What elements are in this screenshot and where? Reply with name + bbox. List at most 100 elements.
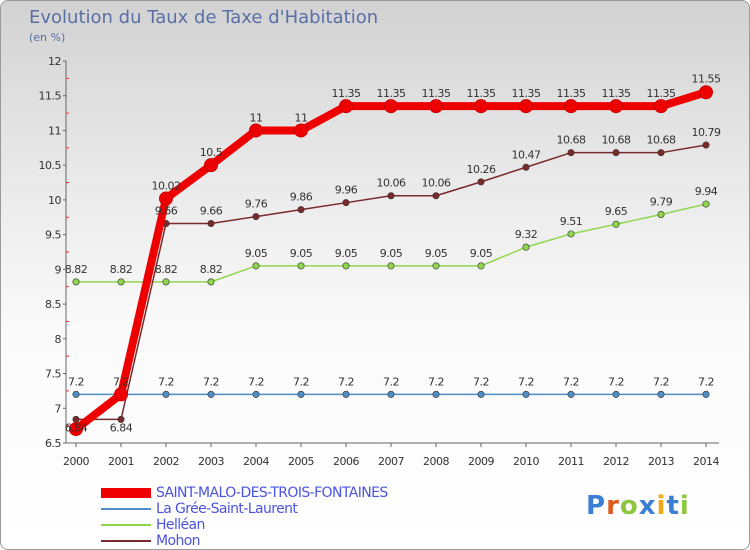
series-point-3 (297, 206, 305, 214)
y-tick-label: 7.5 (45, 368, 61, 381)
series-point-3 (432, 192, 440, 200)
x-tick-label: 2009 (468, 455, 494, 468)
x-tick-label: 2012 (603, 455, 629, 468)
chart-subtitle: (en %) (29, 31, 66, 44)
series-point-0 (429, 99, 443, 114)
data-label-2: 9.05 (380, 247, 403, 260)
x-tick-label: 2000 (63, 455, 89, 468)
data-label-1: 7.2 (248, 375, 264, 388)
series-point-0 (69, 422, 83, 437)
data-label-1: 7.2 (158, 375, 174, 388)
legend-label-hellean: Helléan (156, 517, 205, 533)
series-point-2 (342, 262, 350, 270)
data-label-0: 11.35 (467, 87, 496, 100)
data-label-2: 9.05 (290, 247, 313, 260)
data-label-2: 9.65 (605, 205, 628, 218)
series-point-3 (207, 220, 215, 228)
y-tick-label: 11 (48, 124, 61, 137)
x-tick-label: 2010 (513, 455, 539, 468)
data-label-0: 11.35 (512, 87, 541, 100)
data-label-1: 7.2 (338, 375, 354, 388)
data-label-3: 10.26 (467, 163, 496, 176)
data-label-1: 7.2 (473, 375, 489, 388)
data-label-3: 9.66 (155, 205, 178, 218)
data-label-3: 10.79 (692, 126, 721, 139)
data-label-0: 11 (250, 111, 263, 124)
series-point-2 (252, 262, 260, 270)
series-point-2 (657, 210, 665, 218)
x-tick-label: 2008 (423, 455, 449, 468)
series-point-2 (72, 278, 80, 286)
data-label-3: 10.68 (602, 134, 631, 147)
series-point-1 (342, 390, 350, 398)
series-point-1 (207, 390, 215, 398)
series-point-2 (702, 200, 710, 208)
data-label-2: 8.82 (110, 263, 133, 276)
y-tick-label: 8 (55, 333, 62, 346)
legend-swatch-la-gree (101, 508, 151, 510)
data-label-2: 8.82 (155, 263, 178, 276)
series-point-0 (564, 99, 578, 114)
logo-letter: t (666, 491, 680, 521)
data-label-1: 7.2 (293, 375, 309, 388)
series-point-2 (477, 262, 485, 270)
data-label-0: 11.35 (422, 87, 451, 100)
data-label-1: 7.2 (608, 375, 624, 388)
series-point-1 (477, 390, 485, 398)
data-label-1: 7.2 (563, 375, 579, 388)
series-point-2 (117, 278, 125, 286)
series-point-2 (432, 262, 440, 270)
y-tick-label: 6.5 (45, 437, 61, 450)
chart-title: Evolution du Taux de Taxe d'Habitation (29, 7, 379, 28)
data-label-1: 7.2 (518, 375, 534, 388)
series-point-0 (204, 158, 218, 173)
series-point-3 (342, 199, 350, 207)
series-point-0 (114, 387, 128, 402)
data-label-2: 9.94 (695, 185, 718, 198)
y-tick-label: 8.5 (45, 298, 61, 311)
x-tick-label: 2003 (198, 455, 224, 468)
series-point-2 (567, 230, 575, 238)
series-point-3 (117, 415, 125, 423)
series-point-1 (72, 390, 80, 398)
data-label-3: 9.96 (335, 184, 358, 197)
series-point-3 (702, 141, 710, 149)
data-label-2: 8.82 (65, 263, 88, 276)
data-label-2: 9.79 (650, 195, 673, 208)
series-point-1 (657, 390, 665, 398)
data-label-1: 7.2 (113, 375, 129, 388)
y-tick-label: 11.5 (39, 90, 62, 103)
y-tick-label: 9.5 (45, 229, 61, 242)
logo-letter: i (656, 491, 667, 521)
legend-swatch-mohon (101, 540, 151, 542)
series-point-2 (387, 262, 395, 270)
series-point-1 (297, 390, 305, 398)
x-tick-label: 2011 (558, 455, 584, 468)
series-point-2 (162, 278, 170, 286)
y-tick-label: 7 (55, 402, 62, 415)
series-point-1 (432, 390, 440, 398)
data-label-3: 10.06 (422, 177, 451, 190)
data-label-0: 11 (295, 111, 308, 124)
legend-swatch-saint-malo (101, 488, 151, 498)
data-label-0: 11.35 (602, 87, 631, 100)
series-point-2 (297, 262, 305, 270)
data-label-3: 9.86 (290, 191, 313, 204)
x-tick-label: 2007 (378, 455, 404, 468)
logo-letter: r (606, 491, 620, 521)
series-point-1 (252, 390, 260, 398)
data-label-2: 9.05 (470, 247, 493, 260)
series-point-3 (522, 163, 530, 171)
series-point-0 (474, 99, 488, 114)
series-point-1 (522, 390, 530, 398)
data-label-3: 9.76 (245, 198, 268, 211)
series-point-3 (567, 149, 575, 157)
series-point-2 (207, 278, 215, 286)
data-label-1: 7.2 (383, 375, 399, 388)
series-point-1 (702, 390, 710, 398)
series-point-0 (519, 99, 533, 114)
series-point-3 (657, 149, 665, 157)
data-label-0: 10.5 (200, 146, 223, 159)
data-label-1: 7.2 (68, 375, 84, 388)
